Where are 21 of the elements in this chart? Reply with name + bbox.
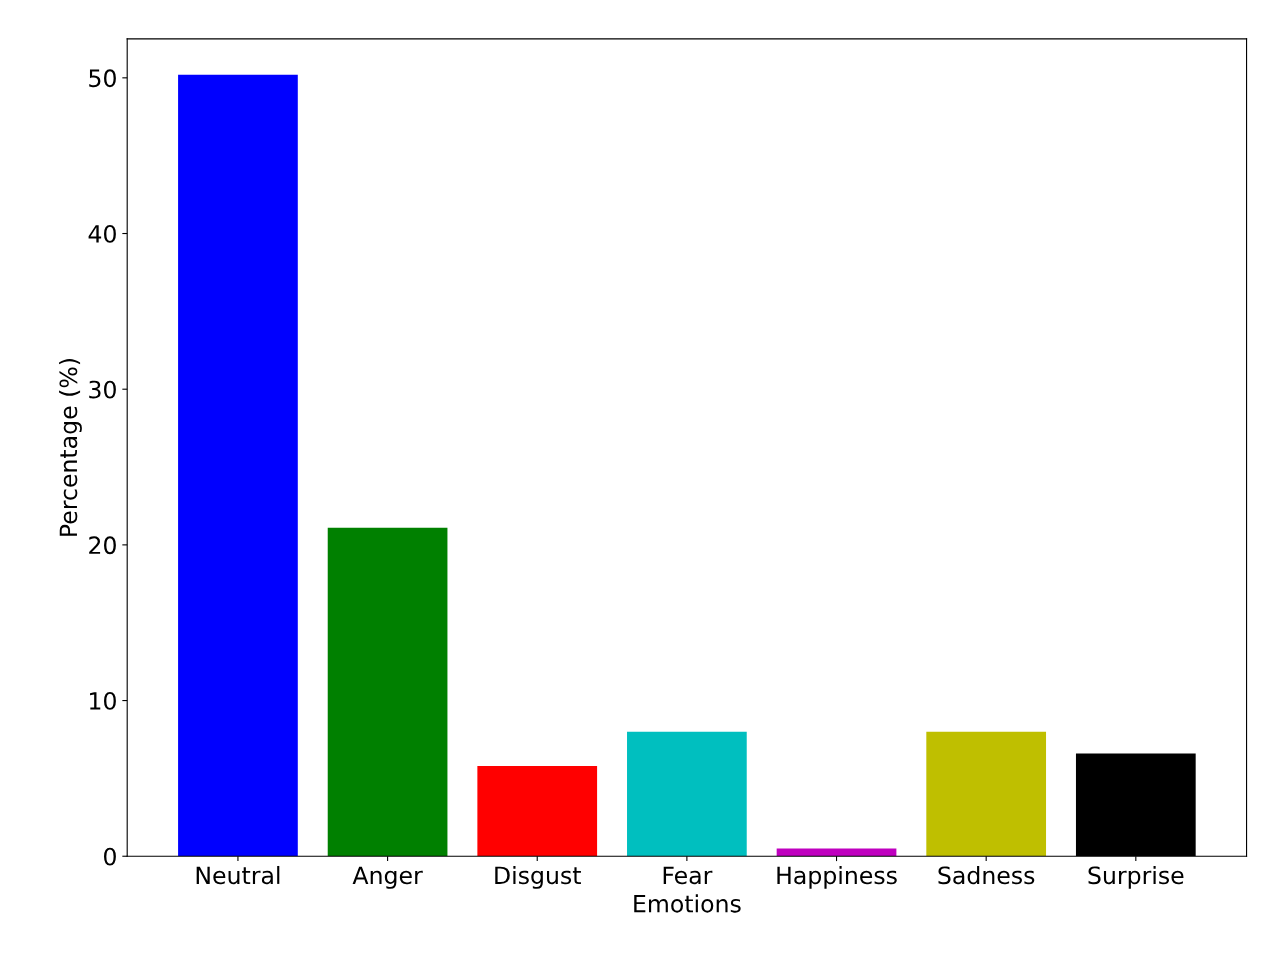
x-tick-label: Neutral — [196, 865, 280, 885]
bar — [776, 848, 897, 857]
bar — [327, 527, 448, 857]
x-axis-title: Emotions — [634, 894, 741, 913]
bar — [178, 74, 298, 857]
bar — [926, 731, 1047, 857]
y-tick-label: 10 — [90, 692, 116, 710]
y-tick-label: 40 — [88, 224, 116, 243]
bar — [477, 765, 598, 857]
x-tick-label: Fear — [663, 866, 713, 885]
x-tick-label: Anger — [352, 866, 423, 889]
y-tick-label: 20 — [89, 536, 116, 555]
x-tick-label: Disgust — [495, 865, 581, 889]
bar — [627, 731, 747, 857]
x-tick-label: Happiness — [777, 865, 897, 889]
y-tick-label: 30 — [89, 380, 116, 399]
x-tick-label: Surprise — [1088, 865, 1184, 889]
y-axis-title: Percentage (%) — [59, 359, 82, 536]
x-tick-label: Sadness — [938, 865, 1035, 885]
y-tick-label: 50 — [89, 69, 116, 88]
y-tick-label: 0 — [104, 847, 116, 866]
